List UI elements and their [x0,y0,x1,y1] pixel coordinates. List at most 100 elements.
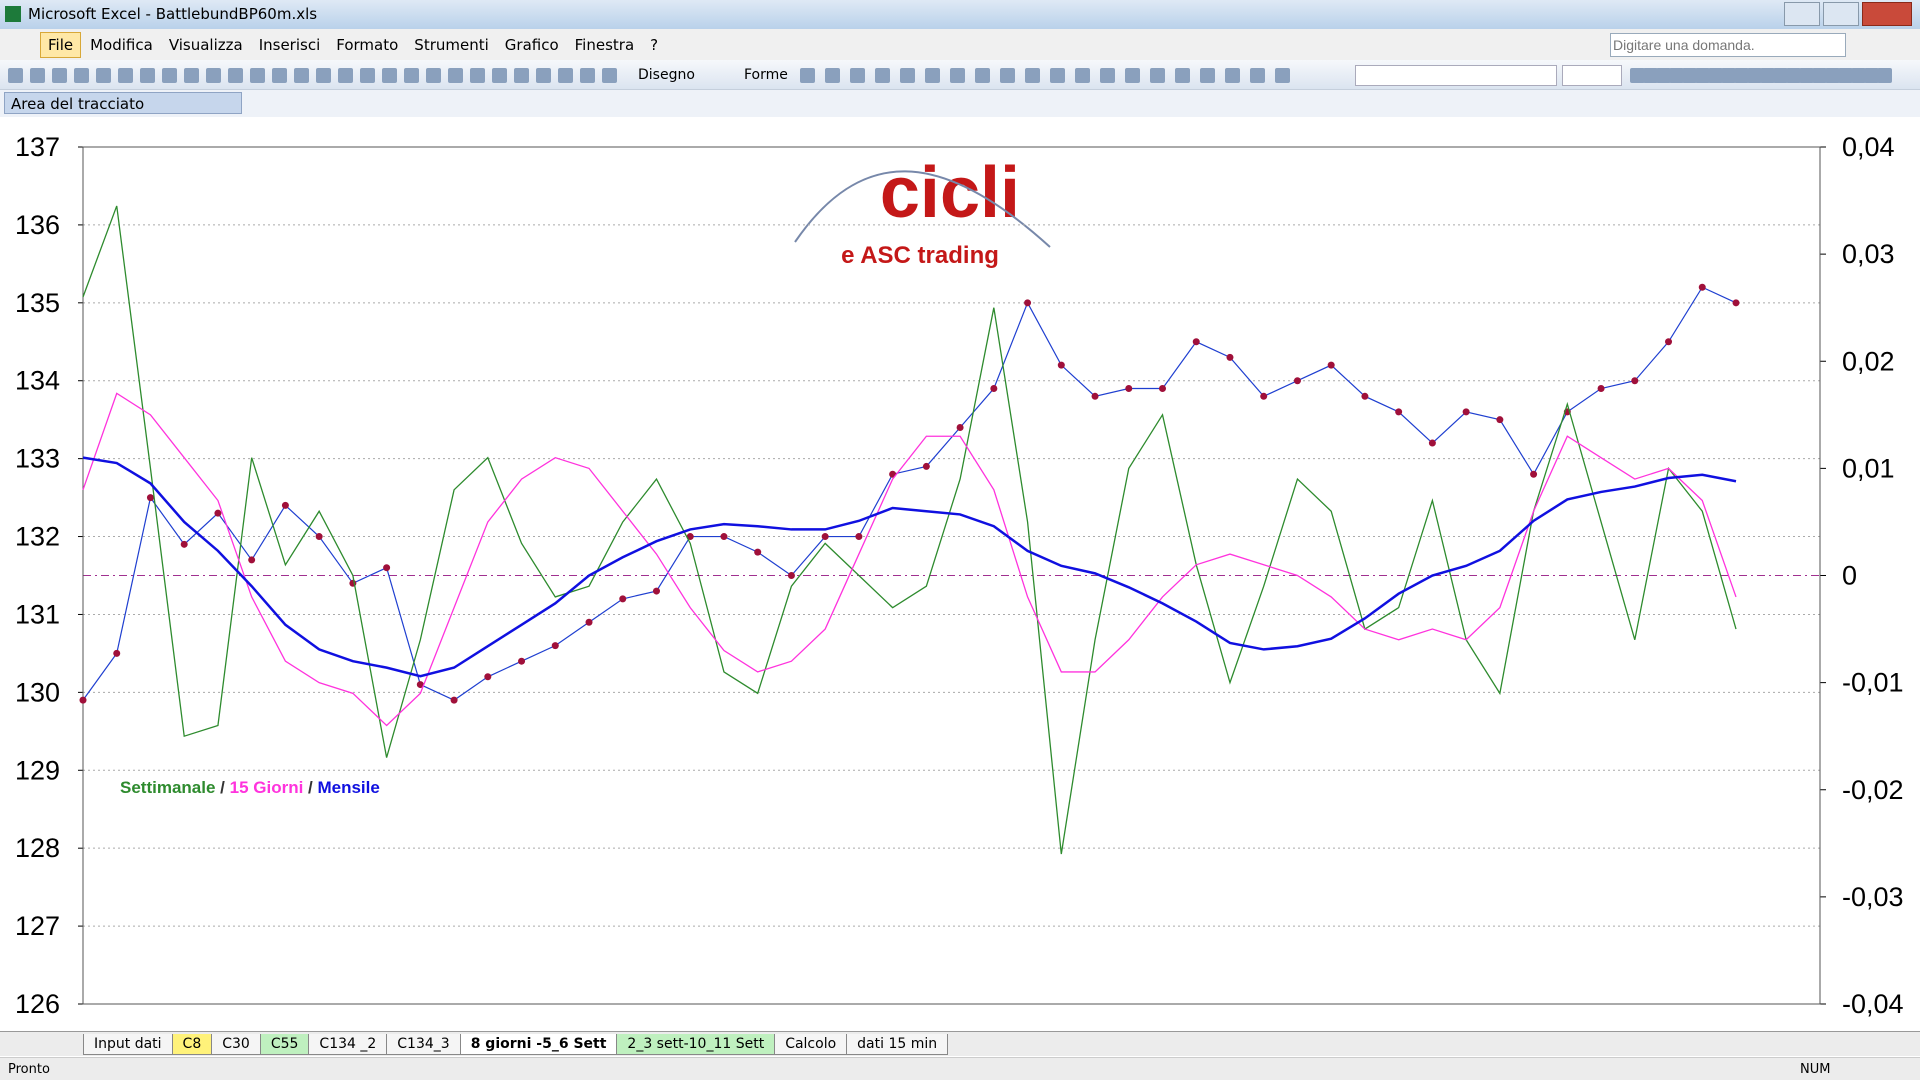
toolbar-icon[interactable] [1100,68,1115,83]
toolbar-icon[interactable] [1050,68,1065,83]
sheet-tab[interactable]: C134 _2 [308,1033,388,1055]
close-button[interactable] [1862,2,1912,26]
toolbar-icon[interactable] [272,68,287,83]
toolbar-icon[interactable] [1669,68,1684,83]
toolbar-icon[interactable] [900,68,915,83]
menu-item[interactable]: Finestra [574,35,635,54]
toolbar-icon[interactable] [1747,68,1762,83]
toolbar-icon[interactable] [1225,68,1240,83]
toolbar-icon[interactable] [875,68,890,83]
toolbar-icon[interactable] [1656,68,1671,83]
toolbar-icon[interactable] [536,68,551,83]
toolbar-icon[interactable] [118,68,133,83]
toolbar-icon[interactable] [1786,68,1801,83]
sheet-tab[interactable]: C55 [259,1033,310,1055]
toolbar-icon[interactable] [404,68,419,83]
toolbar-icon[interactable] [1721,68,1736,83]
toolbar-icon[interactable] [580,68,595,83]
menu-item[interactable]: Formato [336,35,399,54]
toolbar-icon[interactable] [448,68,463,83]
toolbar-icon[interactable] [1760,68,1775,83]
menu-item[interactable]: Modifica [90,35,153,54]
toolbar-icon[interactable] [206,68,221,83]
toolbar-icon[interactable] [825,68,840,83]
toolbar-icon[interactable] [1630,68,1645,83]
toolbar-icon[interactable] [1773,68,1788,83]
toolbar-icon[interactable] [1838,68,1853,83]
toolbar-icon[interactable] [1025,68,1040,83]
menu-item[interactable]: Inserisci [258,35,321,54]
toolbar-icon[interactable] [1075,68,1090,83]
sheet-tab[interactable]: 2_3 sett-10_11 Sett [616,1033,776,1055]
toolbar-icon[interactable] [975,68,990,83]
toolbar-icon[interactable] [294,68,309,83]
menu-item[interactable]: Visualizza [168,35,243,54]
drawing-menu[interactable]: Disegno [638,67,695,83]
toolbar-icon[interactable] [1734,68,1749,83]
toolbar-icon[interactable] [1708,68,1723,83]
sheet-tab[interactable]: Calcolo [774,1033,848,1055]
toolbar-icon[interactable] [1864,68,1879,83]
y-tick-label: 136 [15,210,60,240]
chart-object-name: Area del tracciato [11,95,145,113]
minimize-button[interactable] [1784,2,1820,26]
toolbar-icon[interactable] [184,68,199,83]
size-box[interactable] [1562,65,1622,86]
toolbar-icon[interactable] [74,68,89,83]
toolbar-icon[interactable] [1682,68,1697,83]
toolbar-icon[interactable] [1695,68,1710,83]
menu-item[interactable]: Grafico [504,35,559,54]
sheet-tab[interactable]: C134_3 [386,1033,461,1055]
sheet-tab[interactable]: Input dati [83,1033,173,1055]
toolbar-icon[interactable] [250,68,265,83]
toolbar-icon[interactable] [382,68,397,83]
menu-item[interactable]: File [40,31,82,58]
toolbar-icon[interactable] [162,68,177,83]
toolbar-icon[interactable] [558,68,573,83]
toolbar-icon[interactable] [1200,68,1215,83]
toolbar-icon[interactable] [1000,68,1015,83]
toolbar-icon[interactable] [316,68,331,83]
toolbar-icon[interactable] [1877,68,1892,83]
toolbar-icon[interactable] [96,68,111,83]
shapes-menu[interactable]: Forme [744,67,788,83]
toolbar-icon[interactable] [470,68,485,83]
toolbar-icon[interactable] [1250,68,1265,83]
toolbar-icon[interactable] [1643,68,1658,83]
toolbar-icon[interactable] [426,68,441,83]
toolbar-icon[interactable] [514,68,529,83]
toolbar-icon[interactable] [1851,68,1866,83]
toolbar-icon[interactable] [52,68,67,83]
toolbar-icon[interactable] [850,68,865,83]
toolbar-icon[interactable] [800,68,815,83]
sheet-tab[interactable]: C8 [171,1033,213,1055]
toolbar-icon[interactable] [1175,68,1190,83]
toolbar-icon[interactable] [1825,68,1840,83]
toolbar-icon[interactable] [1275,68,1290,83]
y2-tick-label: 0,04 [1842,132,1895,162]
toolbar-icon[interactable] [1812,68,1827,83]
help-box[interactable] [1610,33,1846,57]
toolbar-icon[interactable] [30,68,45,83]
toolbar-icon[interactable] [1150,68,1165,83]
toolbar-icon[interactable] [925,68,940,83]
font-box[interactable] [1355,65,1557,86]
chart-object-box[interactable]: Area del tracciato [4,92,242,114]
sheet-tab[interactable]: dati 15 min [846,1033,949,1055]
toolbar-icon[interactable] [950,68,965,83]
sheet-tab[interactable]: 8 giorni -5_6 Sett [459,1033,618,1055]
toolbar-icon[interactable] [140,68,155,83]
toolbar-icon[interactable] [338,68,353,83]
toolbar-icon[interactable] [602,68,617,83]
menu-item[interactable]: Strumenti [414,35,489,54]
maximize-button[interactable] [1823,2,1859,26]
window-title: Microsoft Excel - BattlebundBP60m.xls [28,5,318,23]
toolbar-icon[interactable] [1799,68,1814,83]
toolbar-icon[interactable] [360,68,375,83]
sheet-tab[interactable]: C30 [211,1033,261,1055]
toolbar-icon[interactable] [492,68,507,83]
toolbar-icon[interactable] [1125,68,1140,83]
menu-item[interactable]: ? [650,35,659,54]
toolbar-icon[interactable] [8,68,23,83]
toolbar-icon[interactable] [228,68,243,83]
